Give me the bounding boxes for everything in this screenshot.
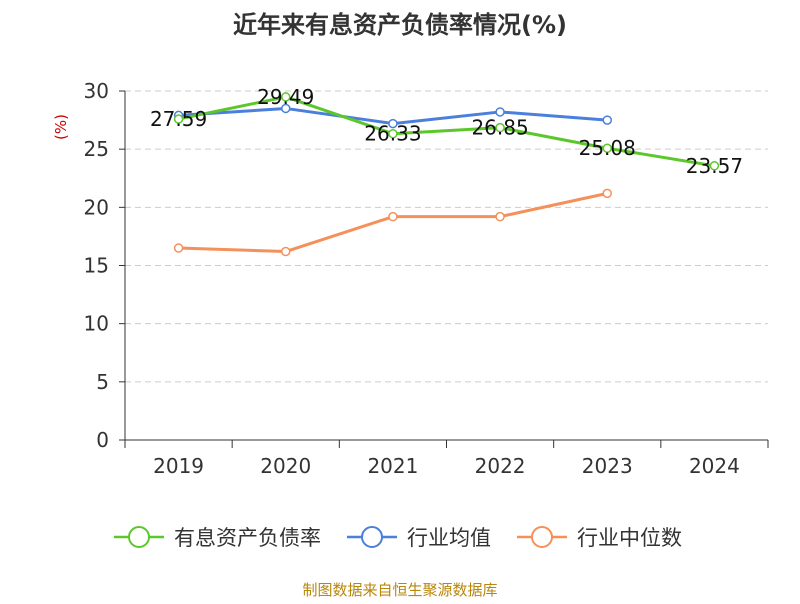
- series-1: [173, 103, 612, 129]
- x-tick-label: 2019: [153, 454, 204, 478]
- series-line: [178, 95, 715, 168]
- data-point[interactable]: [388, 128, 398, 139]
- data-point[interactable]: [495, 122, 505, 133]
- data-label: 25.08: [579, 136, 636, 160]
- series-0: [173, 92, 720, 171]
- y-tick-label: 10: [84, 312, 109, 336]
- x-tick-label: 2024: [689, 454, 740, 478]
- legend-marker-icon: [531, 526, 553, 548]
- x-tick-label: 2021: [367, 454, 418, 478]
- y-tick-label: 25: [84, 137, 109, 161]
- data-point[interactable]: [602, 143, 612, 153]
- legend-marker-icon: [361, 526, 383, 548]
- x-tick-label: 2022: [475, 454, 526, 478]
- chart-title: 近年来有息资产负债率情况(%): [233, 11, 567, 39]
- y-tick-label: 20: [84, 195, 109, 219]
- data-label: 23.57: [686, 154, 743, 178]
- y-axis-label: (%): [52, 114, 70, 140]
- legend-item-2[interactable]: 行业中位数: [517, 526, 682, 550]
- data-point[interactable]: [602, 188, 612, 199]
- data-label: 27.59: [150, 107, 207, 131]
- grid-lines: [125, 90, 768, 383]
- legend[interactable]: 有息资产负债率 行业均值 行业中位数: [114, 526, 682, 550]
- data-point[interactable]: [388, 118, 398, 129]
- y-tick-label: 30: [84, 79, 109, 103]
- data-point[interactable]: [495, 107, 505, 117]
- y-tick-label: 5: [96, 370, 109, 394]
- data-label: 29.49: [257, 85, 314, 109]
- series-line: [178, 191, 608, 254]
- series-2: [173, 188, 612, 257]
- x-tick-label: 2023: [582, 454, 633, 478]
- data-label: 26.33: [364, 122, 421, 146]
- legend-label: 有息资产负债率: [174, 526, 321, 550]
- legend-item-1[interactable]: 行业均值: [347, 526, 491, 550]
- data-point[interactable]: [602, 115, 612, 125]
- data-point[interactable]: [281, 92, 291, 102]
- data-point[interactable]: [709, 161, 720, 171]
- data-point[interactable]: [495, 211, 505, 222]
- legend-marker-icon: [128, 526, 150, 548]
- data-point[interactable]: [281, 103, 291, 114]
- legend-item-0[interactable]: 有息资产负债率: [114, 526, 321, 550]
- axes: 0 5 10 15 20 25 30 2019 2020 2021 2022 2023 2024: [84, 79, 769, 478]
- legend-label: 行业均值: [407, 526, 491, 550]
- data-point[interactable]: [173, 114, 184, 124]
- x-tick-label: 2020: [260, 454, 311, 478]
- data-label: 26.85: [471, 116, 528, 140]
- source-note: 制图数据来自恒生聚源数据库: [302, 581, 497, 599]
- data-point[interactable]: [281, 246, 291, 257]
- data-labels: 27.59 29.49 26.33 26.85 25.08 23.57: [150, 85, 743, 178]
- legend-label: 行业中位数: [577, 526, 682, 550]
- y-tick-label: 15: [84, 254, 109, 278]
- y-tick-label: 0: [96, 428, 109, 452]
- data-point[interactable]: [388, 211, 398, 222]
- series: 27.59 29.49 26.33 26.85 25.08 23.57: [150, 85, 743, 257]
- data-point[interactable]: [173, 243, 184, 253]
